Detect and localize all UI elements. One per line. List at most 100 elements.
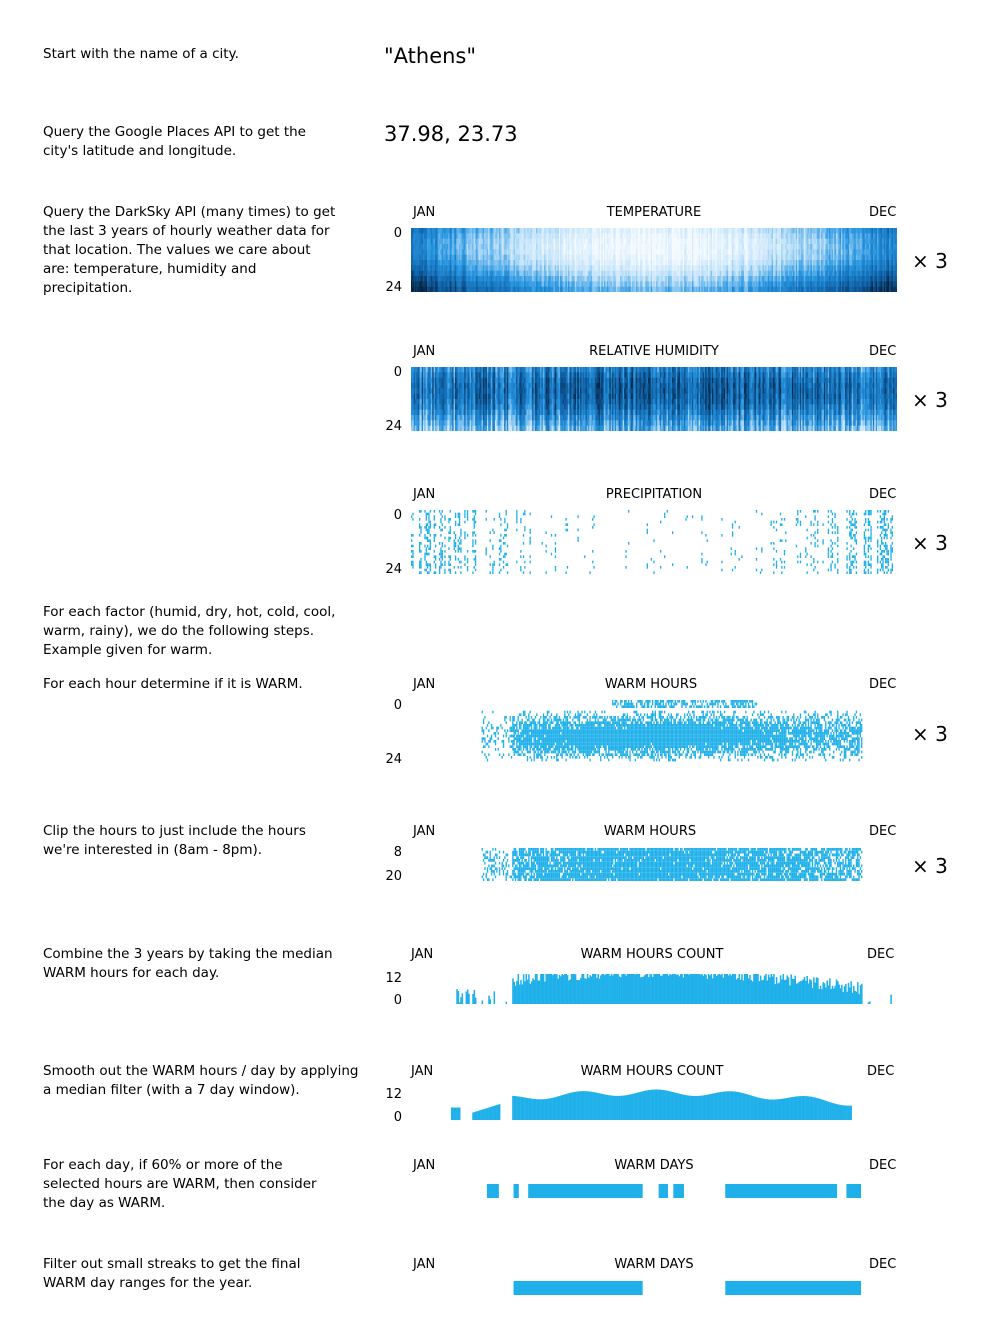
heatmap-cell xyxy=(481,238,484,245)
heatmap-cell xyxy=(432,415,435,421)
heatmap-cell xyxy=(871,233,874,239)
heatmap-cell xyxy=(414,404,417,410)
heatmap-cell xyxy=(777,265,779,271)
heatmap-cell xyxy=(742,281,745,287)
heatmap-cell xyxy=(883,233,886,239)
heatmap-cell xyxy=(424,276,427,282)
heatmap-cell xyxy=(626,276,629,282)
heatmap-cell xyxy=(671,270,674,277)
heatmap-cell xyxy=(814,270,817,277)
heatmap-cell xyxy=(448,270,451,277)
heatmap-cell xyxy=(526,238,529,245)
heatmap-cell xyxy=(734,281,737,287)
heatmap-cell xyxy=(630,249,633,255)
heatmap-cell xyxy=(441,249,444,255)
heatmap-cell xyxy=(424,238,427,245)
heatmap-cell xyxy=(717,260,719,266)
heatmap-cell xyxy=(685,270,688,277)
heatmap-cell xyxy=(894,254,897,261)
heatmap-cell xyxy=(421,420,424,426)
heatmap-cell xyxy=(561,228,564,234)
heatmap-cell xyxy=(830,286,833,292)
heatmap-cell xyxy=(717,244,719,250)
heatmap-cell xyxy=(412,420,415,426)
heatmap-cell xyxy=(546,233,549,239)
heatmap-cell xyxy=(787,249,790,255)
heatmap-cell xyxy=(526,244,529,250)
heatmap-cell xyxy=(787,286,790,292)
heatmap-cell xyxy=(693,265,696,271)
heatmap-cell xyxy=(638,249,641,255)
heatmap-cell xyxy=(517,281,520,287)
heatmap-cell xyxy=(709,244,711,250)
heatmap-cell xyxy=(850,228,853,234)
heatmap-cell xyxy=(440,383,443,389)
heatmap-cell xyxy=(887,233,890,239)
heatmap-cell xyxy=(613,233,616,239)
heatmap-cell xyxy=(438,388,441,394)
heatmap-cell xyxy=(686,254,689,261)
heatmap-cell xyxy=(412,377,415,384)
city-name: "Athens" xyxy=(384,44,477,68)
heatmap-cell xyxy=(686,249,689,255)
heatmap-cell xyxy=(461,276,464,282)
heatmap-cell xyxy=(717,238,719,245)
heatmap-cell xyxy=(442,270,445,277)
heatmap-cell xyxy=(703,265,706,271)
heatmap-cell xyxy=(865,276,867,282)
heatmap-cell xyxy=(671,254,674,261)
heatmap-cell xyxy=(641,281,644,287)
heatmap-cell xyxy=(489,244,492,250)
heatmap-cell xyxy=(592,238,594,245)
heatmap-cell xyxy=(578,260,581,266)
heatmap-cell xyxy=(540,233,542,239)
heatmap-cell xyxy=(573,249,576,255)
heatmap-cell xyxy=(413,399,416,405)
heatmap-cell xyxy=(778,233,781,239)
heatmap-cell xyxy=(422,281,425,287)
heatmap-cell xyxy=(593,281,596,287)
heatmap-cell xyxy=(877,270,879,277)
heatmap-cell xyxy=(600,233,602,239)
heatmap-cell xyxy=(726,254,729,261)
heatmap-cell xyxy=(841,233,843,239)
heatmap-cell xyxy=(461,409,464,416)
heatmap-cell xyxy=(496,270,498,277)
heatmap-cell xyxy=(485,228,488,234)
heatmap-cell xyxy=(568,286,570,292)
heatmap-cell xyxy=(667,228,670,234)
heatmap-cell xyxy=(637,270,640,277)
heatmap-cell xyxy=(436,372,439,378)
heatmap-cell xyxy=(633,265,636,271)
heatmap-cell xyxy=(550,254,553,261)
heatmap-cell xyxy=(702,286,705,292)
heatmap-cell xyxy=(472,249,474,255)
heatmap-cell xyxy=(718,233,721,239)
heatmap-cell xyxy=(703,228,706,234)
heatmap-cell xyxy=(485,265,488,271)
heatmap-cell xyxy=(881,238,883,245)
heatmap-cell xyxy=(601,265,604,271)
heatmap-cell xyxy=(432,383,435,389)
heatmap-cell xyxy=(497,233,500,239)
heatmap-cell xyxy=(882,244,885,250)
heatmap-cell xyxy=(806,249,809,255)
heatmap-cell xyxy=(470,404,473,410)
heatmap-cell xyxy=(867,265,870,271)
heatmap-cell xyxy=(449,249,452,255)
heatmap-cell xyxy=(516,238,518,245)
heatmap-cell xyxy=(502,286,505,292)
heatmap-cell xyxy=(874,228,877,234)
heatmap-cell xyxy=(429,260,432,266)
heatmap-cell xyxy=(837,276,839,282)
heatmap-cell xyxy=(786,228,789,234)
step-city: Start with the name of a city. xyxy=(43,46,239,62)
heatmap-cell xyxy=(879,238,882,245)
heatmap-cell xyxy=(461,425,464,431)
heatmap-cell xyxy=(771,254,774,261)
heatmap-cell xyxy=(855,244,858,250)
heatmap-cell xyxy=(834,254,837,261)
heatmap-cell xyxy=(765,286,767,292)
heatmap-cell xyxy=(709,233,711,239)
heatmap-cell xyxy=(778,286,781,292)
